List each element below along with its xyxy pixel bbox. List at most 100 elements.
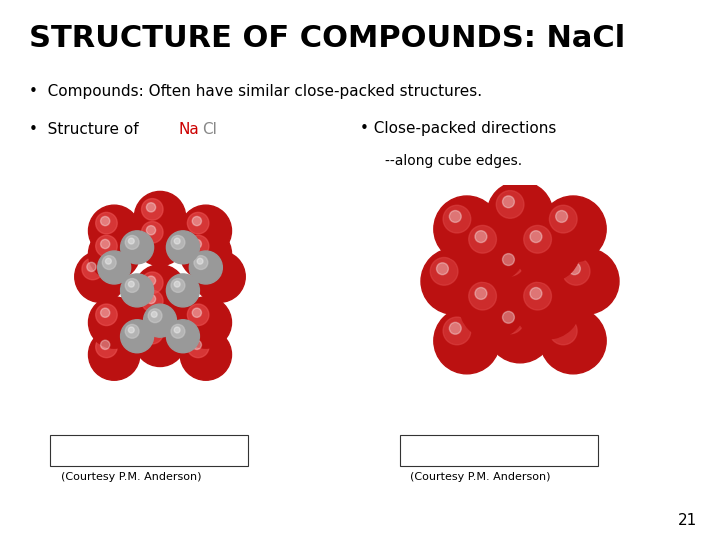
Circle shape <box>180 329 232 380</box>
Circle shape <box>487 239 553 305</box>
Circle shape <box>75 251 126 302</box>
Circle shape <box>549 317 577 345</box>
Circle shape <box>171 325 185 338</box>
Circle shape <box>469 225 497 253</box>
Circle shape <box>142 221 163 243</box>
FancyBboxPatch shape <box>50 435 248 466</box>
Circle shape <box>105 258 112 264</box>
Circle shape <box>101 239 110 248</box>
Circle shape <box>142 272 163 294</box>
Text: Cl: Cl <box>202 122 217 137</box>
Circle shape <box>569 263 580 275</box>
Circle shape <box>503 312 514 323</box>
Circle shape <box>523 225 552 253</box>
Circle shape <box>530 231 542 242</box>
Circle shape <box>171 235 185 249</box>
Circle shape <box>98 251 130 284</box>
Circle shape <box>443 317 471 345</box>
Circle shape <box>530 287 542 299</box>
Circle shape <box>96 304 117 326</box>
Circle shape <box>135 191 186 243</box>
Circle shape <box>503 254 514 266</box>
Circle shape <box>135 315 186 367</box>
Circle shape <box>128 327 134 333</box>
Circle shape <box>503 196 514 208</box>
FancyBboxPatch shape <box>400 435 598 466</box>
Circle shape <box>197 258 203 264</box>
Circle shape <box>192 340 202 349</box>
Circle shape <box>142 199 163 220</box>
Circle shape <box>206 262 215 272</box>
Circle shape <box>436 263 449 275</box>
Circle shape <box>187 235 209 257</box>
Circle shape <box>487 181 553 247</box>
Circle shape <box>146 327 156 336</box>
Circle shape <box>146 276 156 285</box>
Text: •  Compounds: Often have similar close-packed structures.: • Compounds: Often have similar close-pa… <box>29 84 482 99</box>
Text: Na: Na <box>179 122 199 137</box>
Circle shape <box>553 248 619 314</box>
Circle shape <box>523 282 552 310</box>
Circle shape <box>192 239 202 248</box>
Text: Click on image to animate: Click on image to animate <box>81 446 217 455</box>
Circle shape <box>180 297 232 348</box>
Text: STRUCTURE OF COMPOUNDS: NaCl: STRUCTURE OF COMPOUNDS: NaCl <box>29 24 625 53</box>
Circle shape <box>174 281 180 287</box>
Circle shape <box>449 211 462 222</box>
Circle shape <box>142 291 163 312</box>
Circle shape <box>89 297 140 348</box>
Circle shape <box>449 322 462 334</box>
Circle shape <box>87 262 96 272</box>
Circle shape <box>187 304 209 326</box>
Circle shape <box>166 320 199 353</box>
Text: (Courtesy P.M. Anderson): (Courtesy P.M. Anderson) <box>61 472 202 483</box>
Circle shape <box>434 308 500 374</box>
Circle shape <box>143 304 176 337</box>
Circle shape <box>187 212 209 234</box>
Circle shape <box>556 211 567 222</box>
Circle shape <box>125 279 139 292</box>
Circle shape <box>166 231 199 264</box>
Circle shape <box>128 281 134 287</box>
Circle shape <box>180 205 232 256</box>
Circle shape <box>96 212 117 234</box>
Circle shape <box>515 216 580 282</box>
Circle shape <box>135 214 186 266</box>
Circle shape <box>549 205 577 233</box>
Circle shape <box>120 320 153 353</box>
Text: • Close-packed directions: • Close-packed directions <box>360 122 557 137</box>
Circle shape <box>443 205 471 233</box>
Circle shape <box>89 205 140 256</box>
Circle shape <box>89 329 140 380</box>
Circle shape <box>475 287 487 299</box>
Circle shape <box>174 238 180 244</box>
Circle shape <box>475 231 487 242</box>
Circle shape <box>96 336 117 357</box>
Circle shape <box>101 340 110 349</box>
Circle shape <box>469 282 497 310</box>
Circle shape <box>146 294 156 303</box>
Circle shape <box>135 265 186 316</box>
Circle shape <box>459 273 526 339</box>
Text: •  Structure of: • Structure of <box>29 122 143 137</box>
Circle shape <box>487 297 553 363</box>
Circle shape <box>148 309 162 322</box>
Circle shape <box>194 251 246 302</box>
Circle shape <box>180 228 232 279</box>
Text: --along cube edges.: --along cube edges. <box>385 154 522 168</box>
Circle shape <box>96 235 117 257</box>
Circle shape <box>192 308 202 318</box>
Circle shape <box>125 235 139 249</box>
Circle shape <box>82 258 104 280</box>
Circle shape <box>171 279 185 292</box>
Circle shape <box>459 216 526 282</box>
Circle shape <box>496 248 524 276</box>
Circle shape <box>174 327 180 333</box>
Circle shape <box>101 217 110 226</box>
Circle shape <box>101 308 110 318</box>
Text: 21: 21 <box>678 513 697 528</box>
Circle shape <box>151 312 157 318</box>
Circle shape <box>189 251 222 284</box>
Circle shape <box>421 248 487 314</box>
Circle shape <box>434 196 500 262</box>
